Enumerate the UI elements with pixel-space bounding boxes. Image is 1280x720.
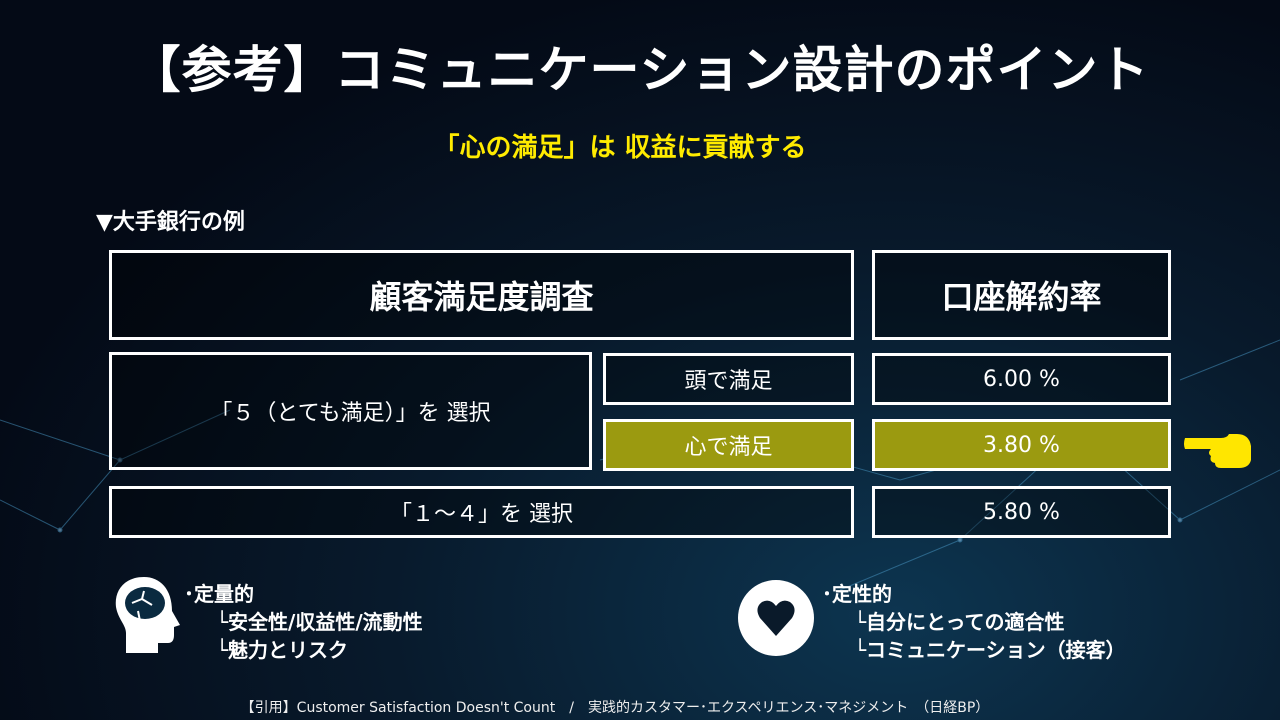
quantitative-item: └安全性/収益性/流動性 bbox=[216, 610, 423, 634]
rate-head-cell: 6.00 % bbox=[872, 353, 1171, 405]
qualitative-item: └コミュニケーション（接客） bbox=[854, 638, 1126, 662]
qualitative-item: └自分にとっての適合性 bbox=[854, 610, 1065, 634]
survey-header: 顧客満足度調査 bbox=[109, 250, 854, 340]
heart-icon bbox=[738, 580, 814, 656]
select-5-cell: 「５（とても満足）」を 選択 bbox=[109, 352, 592, 470]
select-1-4-cell: 「１～４」を 選択 bbox=[109, 486, 854, 538]
pointing-hand-icon bbox=[1184, 434, 1251, 468]
quantitative-title: ･定量的 bbox=[184, 582, 254, 606]
rate-header: 口座解約率 bbox=[872, 250, 1171, 340]
quantitative-list: ･定量的 └安全性/収益性/流動性 └魅力とリスク bbox=[184, 580, 423, 664]
rate-1-4-cell: 5.80 % bbox=[872, 486, 1171, 538]
head-satisfied-cell: 頭で満足 bbox=[603, 353, 854, 405]
citation-footer: 【引用】Customer Satisfaction Doesn't Count … bbox=[240, 700, 990, 716]
brain-head-icon bbox=[115, 577, 180, 653]
qualitative-title: ･定性的 bbox=[822, 582, 892, 606]
subtitle: 「心の満足」は 収益に貢献する bbox=[433, 133, 807, 163]
heart-satisfied-cell: 心で満足 bbox=[603, 419, 854, 471]
rate-heart-cell: 3.80 % bbox=[872, 419, 1171, 471]
example-label: ▼大手銀行の例 bbox=[96, 210, 245, 235]
page-title: 【参考】コミュニケーション設計のポイント bbox=[130, 41, 1150, 99]
qualitative-list: ･定性的 └自分にとっての適合性 └コミュニケーション（接客） bbox=[822, 580, 1126, 664]
quantitative-item: └魅力とリスク bbox=[216, 638, 349, 662]
